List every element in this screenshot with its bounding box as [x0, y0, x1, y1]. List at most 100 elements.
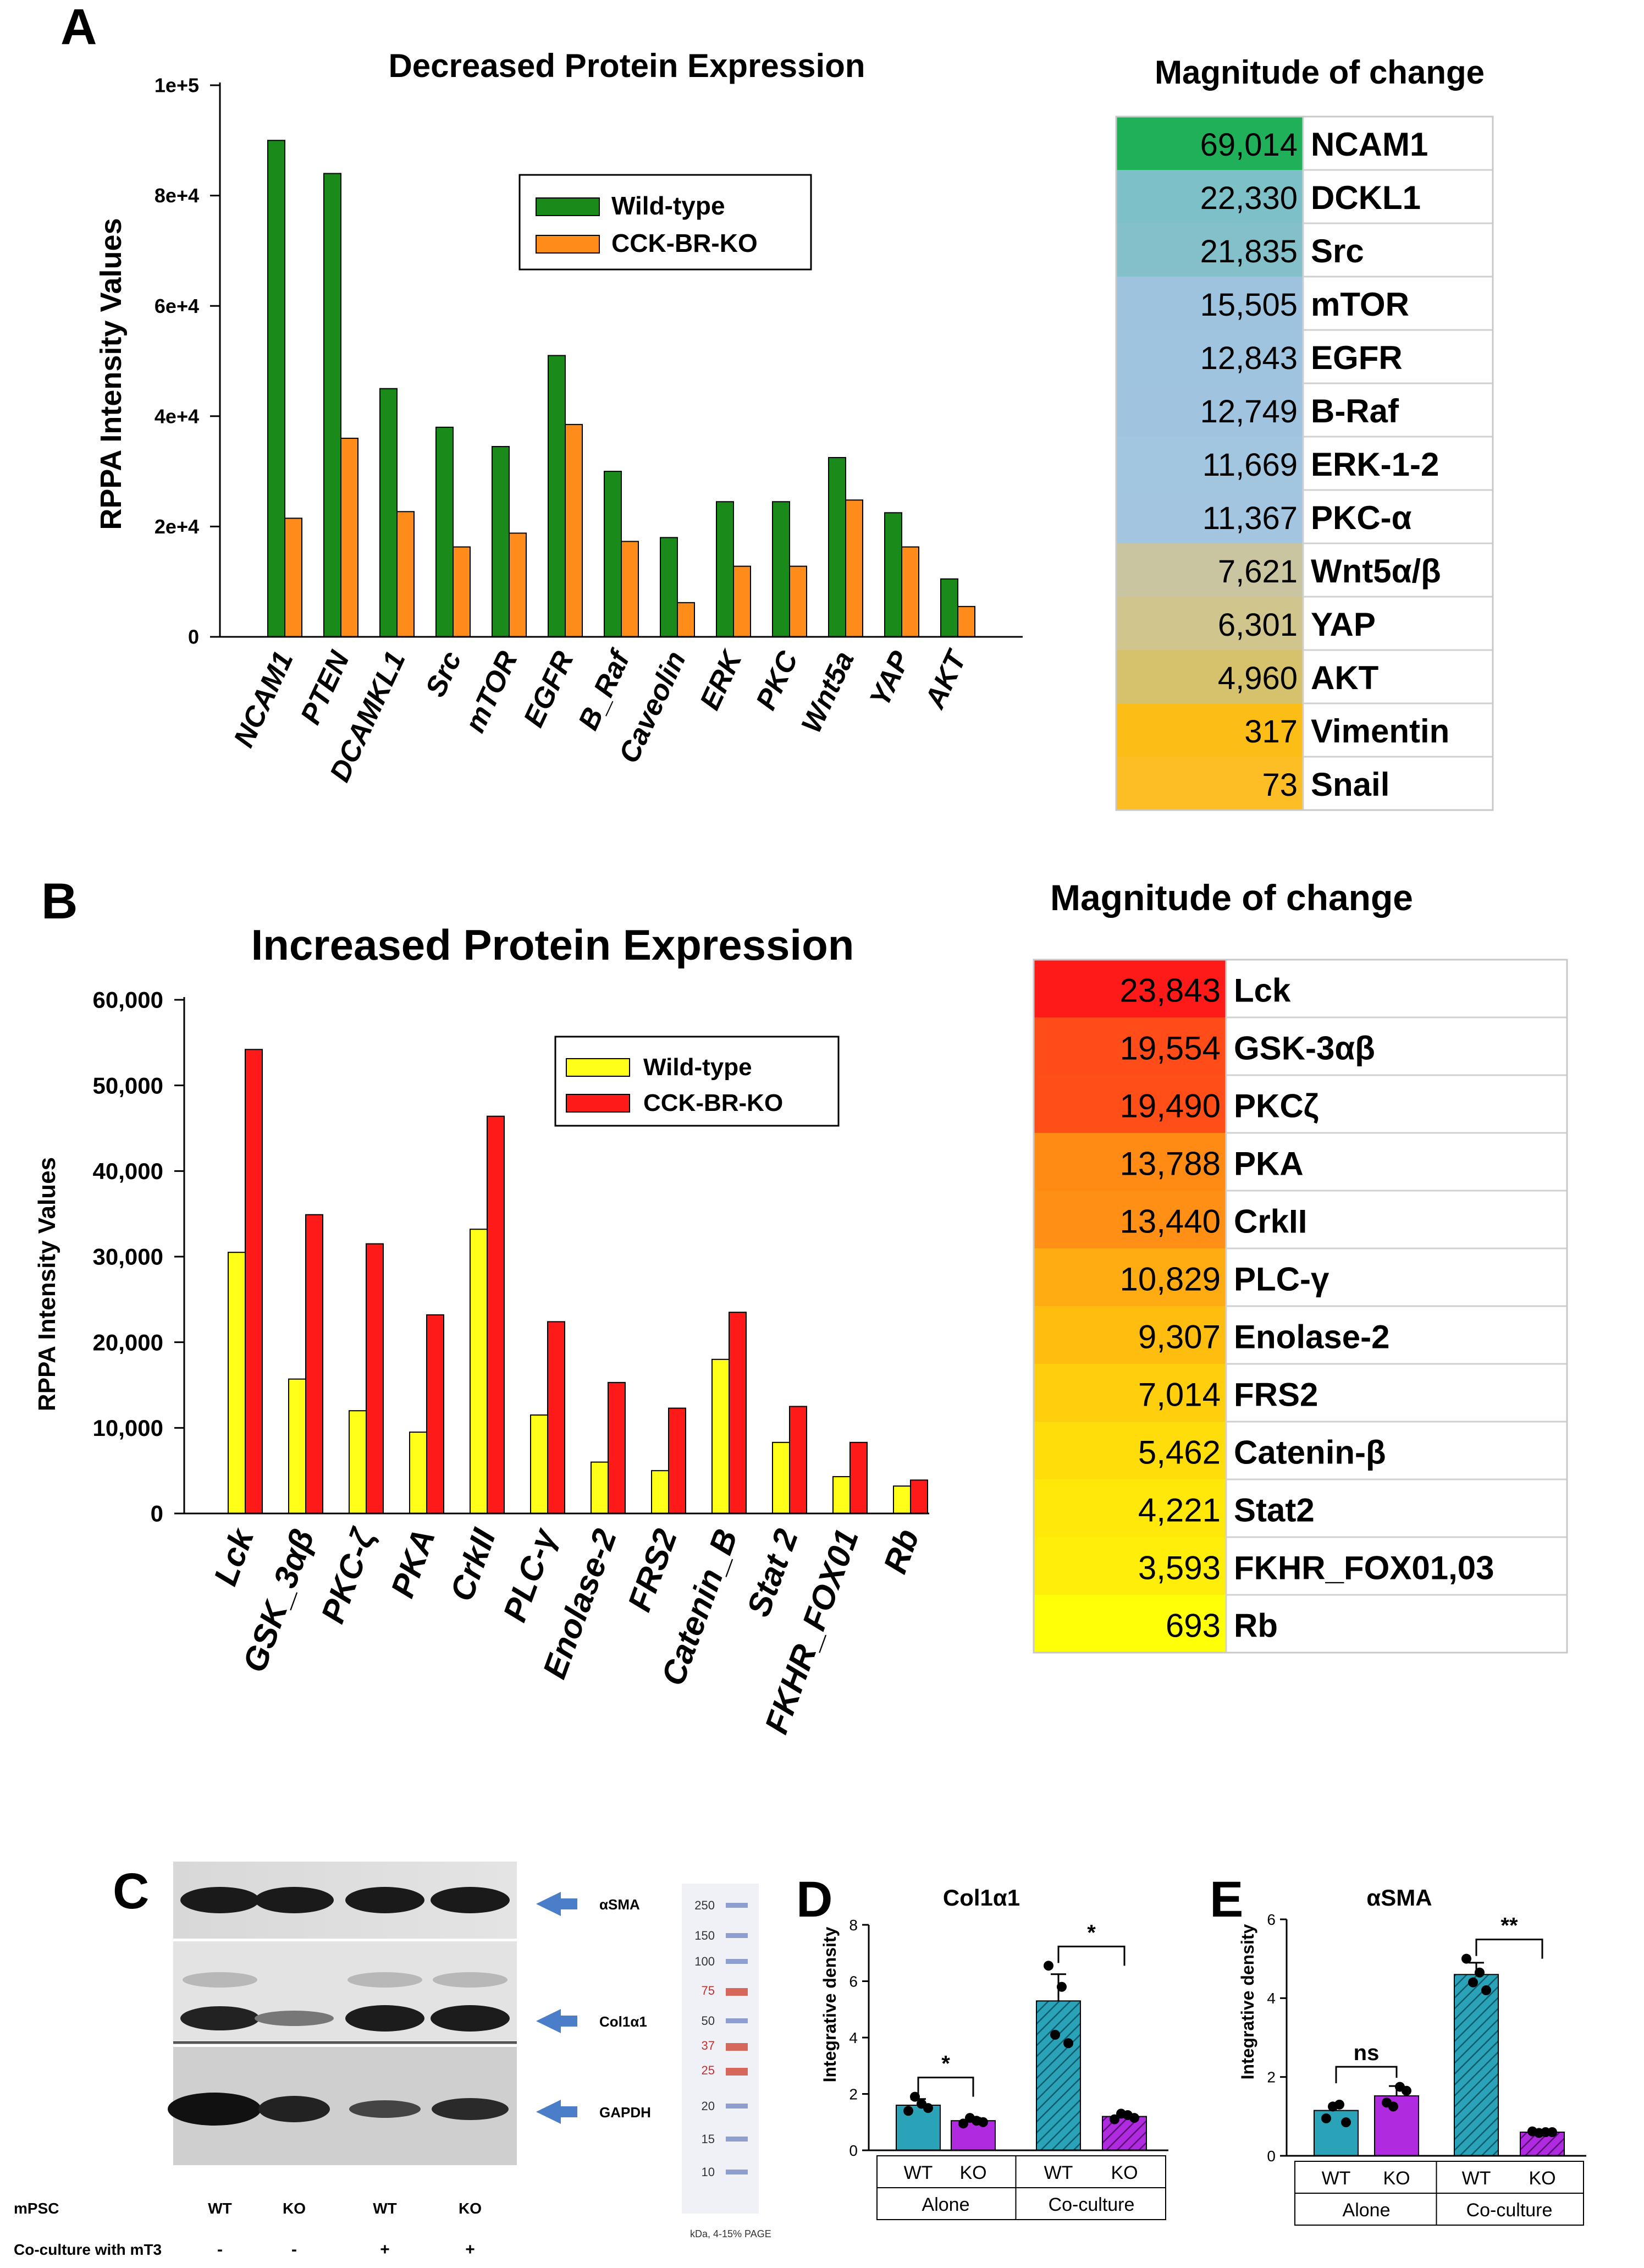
- bar-wild-type: [660, 537, 678, 638]
- data-point: [1402, 2085, 1411, 2096]
- x-tick-label: PKA: [384, 1524, 442, 1603]
- y-tick-label: 2e+4: [155, 515, 199, 538]
- y-tick-label: 60,000: [93, 987, 163, 1013]
- x-tick-label: mTOR: [459, 646, 524, 737]
- legend-swatch-ko: [536, 235, 600, 254]
- magnitude-cell: [1034, 1364, 1226, 1422]
- data-point: [1116, 2109, 1126, 2119]
- protein-label: mTOR: [1311, 286, 1409, 323]
- y-tick-label: 2: [1267, 2068, 1276, 2085]
- bar-cck-br-ko: [547, 1321, 565, 1514]
- lane-coculture: +: [465, 2241, 475, 2259]
- magnitude-cell: [1116, 703, 1303, 757]
- protein-label: PKC-α: [1311, 499, 1412, 536]
- bar-cck-br-ko: [910, 1479, 928, 1515]
- magnitude-value: 317: [1244, 714, 1298, 750]
- x-tick-label: YAP: [864, 646, 917, 711]
- magnitude-table-increased: Magnitude of change 23,843 Lck 19,554 GSK-3…: [1033, 877, 1568, 1654]
- x-tick-label: PKC-ζ: [314, 1523, 382, 1628]
- protein-label: Vimentin: [1311, 713, 1449, 750]
- protein-label: Lck: [1234, 972, 1291, 1009]
- arrow-icon: [536, 1892, 577, 1916]
- bar-wild-type: [267, 140, 285, 638]
- magnitude-value: 3,593: [1138, 1550, 1221, 1587]
- magnitude-value: 12,843: [1200, 340, 1298, 376]
- bar-cck-br-ko: [340, 437, 358, 637]
- magnitude-cell: [1116, 330, 1303, 383]
- x-tick-label: PKC: [750, 646, 805, 714]
- x-tick-label: PTEN: [295, 646, 356, 729]
- chart-asma-density: αSMA Integrative density 0 2 4 6 ns ** WT KO WT K…: [1238, 1885, 1586, 2226]
- magnitude-cell: [1116, 650, 1303, 703]
- lane-coculture: -: [217, 2241, 223, 2259]
- coculture-label: Co-culture with mT3: [14, 2241, 162, 2258]
- group-label: Alone: [922, 2194, 970, 2215]
- label-cell: [1302, 382, 1494, 438]
- y-tick-label: 0: [849, 2142, 858, 2159]
- y-tick-label: 0: [151, 1501, 163, 1527]
- bar-cck-br-ko: [621, 541, 639, 638]
- y-tick-label: 4: [849, 2029, 858, 2046]
- arrow-icon: [536, 2009, 577, 2033]
- magnitude-value: 19,554: [1119, 1030, 1221, 1067]
- x-tick-label: AKT: [918, 645, 973, 714]
- label-cell: [1225, 1190, 1568, 1249]
- label-cell: [1302, 329, 1494, 384]
- y-tick-label: 8: [849, 1917, 858, 1934]
- lane-coculture: -: [291, 2241, 297, 2259]
- ladder-band: [726, 2043, 748, 2051]
- protein-label: FKHR_FOX01,03: [1234, 1550, 1494, 1587]
- magnitude-value: 13,440: [1119, 1203, 1221, 1240]
- magnitude-cell: [1034, 1248, 1226, 1306]
- bar-cck-br-ko: [565, 423, 583, 637]
- label-cell: [1225, 1016, 1568, 1076]
- bar-cck-br-ko: [366, 1243, 384, 1514]
- y-tick-label: 10,000: [93, 1415, 163, 1441]
- band-asma: [255, 1887, 334, 1913]
- data-point: [1328, 2101, 1338, 2112]
- magnitude-value: 11,367: [1202, 500, 1298, 536]
- band-col1a1-faint: [347, 1972, 422, 1988]
- bar-wild-type: [832, 1476, 851, 1514]
- significance-label: *: [1087, 1920, 1096, 1945]
- magnitude-value: 10,829: [1119, 1261, 1221, 1298]
- data-point: [1110, 2114, 1119, 2124]
- protein-label: ERK-1-2: [1311, 446, 1439, 483]
- protein-label: Wnt5α/β: [1311, 553, 1441, 590]
- magnitude-value: 69,014: [1200, 127, 1298, 163]
- x-tick-label: Rb: [876, 1524, 926, 1578]
- bar-wild-type: [492, 445, 510, 638]
- ladder-mark: 75: [702, 1984, 715, 1997]
- bar-wild-type: [772, 1441, 790, 1514]
- x-tick-label: CrkII: [443, 1523, 503, 1606]
- data-point: [1481, 1985, 1491, 1995]
- magnitude-value: 5,462: [1138, 1434, 1221, 1471]
- bar: [896, 2105, 941, 2151]
- protein-label: CrkII: [1234, 1203, 1307, 1240]
- band-asma: [431, 1887, 510, 1913]
- legend-box: [518, 174, 812, 271]
- band-label: GAPDH: [599, 2104, 651, 2121]
- legend: Wild-type CCK-BR-KO: [518, 174, 812, 271]
- ladder-mark: 150: [694, 1929, 715, 1942]
- chart-decreased-expression: Decreased Protein Expression RPPA Intens…: [95, 47, 1023, 786]
- bar-cck-br-ko: [608, 1381, 626, 1515]
- significance-label: *: [941, 2052, 950, 2076]
- label-cell: [1225, 1594, 1568, 1654]
- data-point: [1461, 1953, 1471, 1964]
- label-cell: [1225, 1132, 1568, 1192]
- bar-cck-br-ko: [453, 546, 471, 637]
- ladder-band: [726, 2104, 748, 2109]
- data-point: [1475, 1967, 1485, 1978]
- bar-cck-br-ko: [396, 511, 415, 637]
- protein-label: B-Raf: [1311, 393, 1399, 430]
- group-label: Co-culture: [1466, 2200, 1553, 2221]
- band-col1a1: [255, 2011, 334, 2026]
- band-label: Col1α1: [599, 2013, 647, 2030]
- magnitude-value: 7,621: [1218, 554, 1298, 590]
- ladder-mark: 100: [694, 1955, 715, 1968]
- significance-bracket: [917, 2077, 974, 2097]
- legend-swatch-ko: [566, 1094, 630, 1113]
- label-cell: [1225, 1536, 1568, 1596]
